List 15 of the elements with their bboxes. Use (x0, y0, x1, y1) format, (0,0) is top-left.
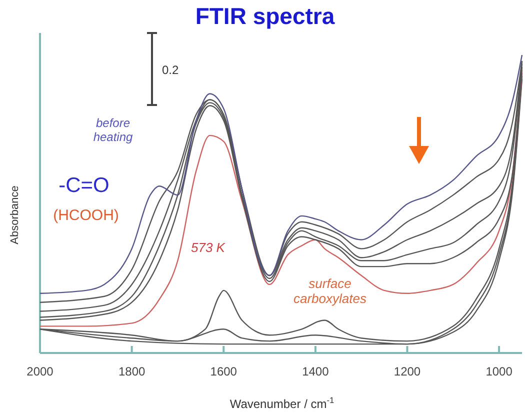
x-tick-label: 1800 (118, 364, 146, 379)
x-tick-label: 1400 (302, 364, 330, 379)
x-tick-label: 1200 (394, 364, 421, 379)
annotation: (HCOOH) (53, 207, 119, 224)
x-tick-label: 1000 (486, 364, 513, 379)
x-tick-label: 1600 (210, 364, 238, 379)
x-tick-label: 2000 (26, 364, 54, 379)
annotation: surface carboxylates (294, 276, 367, 306)
annotation: 0.2 (162, 63, 180, 77)
chart-title: FTIR spectra (195, 3, 335, 29)
x-axis-title: Wavenumber / cm$^{-1}$ (230, 395, 335, 411)
annotation: 573 K (191, 240, 226, 255)
y-axis-title: Absorbance (9, 186, 21, 244)
annotation: -C=O (58, 174, 110, 197)
annotation: before heating (93, 116, 134, 144)
